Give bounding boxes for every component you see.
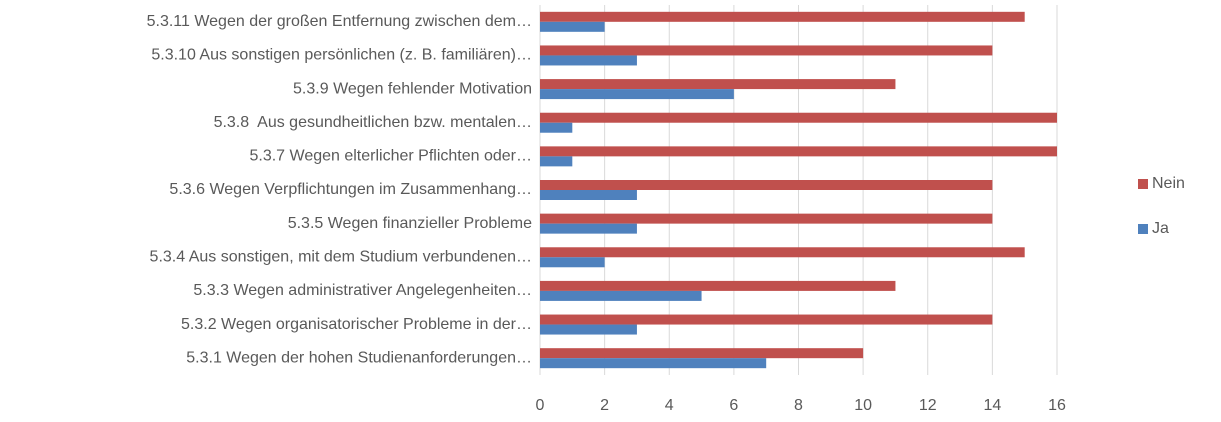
bar [540,358,767,369]
y-tick-label: 5.3.5 Wegen finanzieller Probleme [288,215,532,232]
bar [540,89,734,100]
bar [540,11,1025,22]
y-tick-label: 5.3.3 Wegen administrativer Angelegenhei… [193,282,532,299]
bar [540,190,637,200]
bar [540,314,993,325]
legend-swatch [1138,224,1148,234]
x-tick-label: 6 [729,397,738,414]
y-tick-label: 5.3.6 Wegen Verpflichtungen im Zusammenh… [169,181,532,198]
bar [540,122,573,133]
bar [540,348,864,359]
bar [540,45,993,56]
legend-swatch [1138,179,1148,189]
bar [540,156,573,167]
bar [540,223,637,234]
y-tick-label: 5.3.10 Aus sonstigen persönlichen (z. B.… [151,47,532,64]
y-tick-label: 5.3.8 Aus gesundheitlichen bzw. mentalen… [214,114,532,131]
y-tick-label: 5.3.4 Aus sonstigen, mit dem Studium ver… [150,248,532,265]
x-tick-label: 4 [665,397,674,414]
x-tick-label: 14 [983,397,1001,414]
legend-label: Ja [1152,220,1169,237]
y-tick-label: 5.3.11 Wegen der großen Entfernung zwisc… [147,13,532,30]
x-tick-label: 16 [1048,397,1066,414]
bar [540,280,896,291]
y-tick-label: 5.3.7 Wegen elterlicher Pflichten oder… [249,148,532,165]
bar [540,55,637,66]
bar [540,213,993,224]
bar [540,112,1057,123]
bar [540,180,993,190]
bar [540,79,896,90]
bar [540,257,605,268]
y-tick-label: 5.3.1 Wegen der hohen Studienanforderung… [186,349,532,366]
bar [540,247,1025,258]
bar [540,324,637,335]
x-tick-label: 10 [854,397,872,414]
bar [540,21,605,32]
y-tick-label: 5.3.9 Wegen fehlender Motivation [293,80,532,97]
x-tick-label: 12 [919,397,937,414]
x-tick-label: 8 [794,397,803,414]
bar [540,290,702,301]
y-tick-label: 5.3.2 Wegen organisatorischer Probleme i… [181,316,532,333]
bar [540,146,1057,157]
legend-label: Nein [1152,175,1185,192]
x-tick-label: 0 [536,397,545,414]
x-tick-label: 2 [600,397,609,414]
